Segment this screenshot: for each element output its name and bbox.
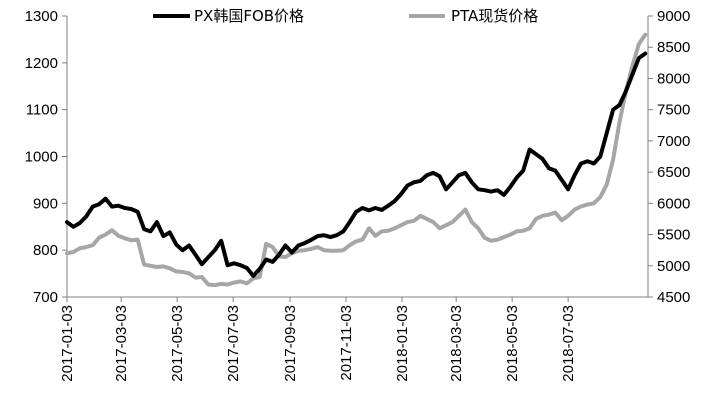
right-tick-label: 7000 <box>657 133 690 150</box>
left-tick-label: 1300 <box>25 8 58 25</box>
x-tick-label: 2017-07-03 <box>225 305 242 382</box>
right-tick-label: 4500 <box>657 289 690 306</box>
left-tick-label: 700 <box>33 289 58 306</box>
series-line-pta <box>65 32 648 288</box>
x-tick-label: 2017-11-03 <box>338 305 355 381</box>
legend-label-pta: PTA现货价格 <box>451 7 538 25</box>
x-tick-label: 2018-01-03 <box>394 305 411 382</box>
right-tick-label: 5500 <box>657 227 690 244</box>
x-tick-label: 2017-09-03 <box>282 305 299 382</box>
x-tick-label: 2018-05-03 <box>504 305 521 382</box>
left-tick-label: 1100 <box>26 102 58 119</box>
x-axis-ticks: 2017-01-03 2017-03-03 2017-05-03 2017-07-03… <box>59 297 577 382</box>
x-tick-label: 2017-03-03 <box>113 305 130 382</box>
series-line-px <box>65 51 648 278</box>
x-tick-label: 2017-01-03 <box>59 305 76 382</box>
right-tick-label: 9000 <box>657 8 690 25</box>
left-tick-label: 1200 <box>25 55 58 72</box>
legend: PX韩国FOB价格 PTA现货价格 <box>153 7 538 25</box>
right-tick-label: 6500 <box>657 164 690 181</box>
right-axis-ticks: 4500 5000 5500 6000 6500 7000 7500 8000 8500 9000 <box>648 8 690 306</box>
series-layer <box>65 32 648 288</box>
x-tick-label: 2018-07-03 <box>560 305 577 382</box>
right-tick-label: 8500 <box>657 39 690 56</box>
left-axis-ticks: 700 800 900 1000 1100 1200 1300 <box>25 8 67 306</box>
x-tick-label: 2017-05-03 <box>169 305 186 382</box>
left-tick-label: 800 <box>33 242 58 259</box>
right-tick-label: 7500 <box>657 102 690 119</box>
right-tick-label: 5000 <box>657 258 690 275</box>
right-tick-label: 8000 <box>657 70 690 87</box>
left-tick-label: 900 <box>33 195 58 212</box>
x-tick-label: 2018-03-03 <box>448 305 465 382</box>
legend-label-px: PX韩国FOB价格 <box>194 7 304 25</box>
left-tick-label: 1000 <box>25 149 58 166</box>
right-tick-label: 6000 <box>657 195 690 212</box>
